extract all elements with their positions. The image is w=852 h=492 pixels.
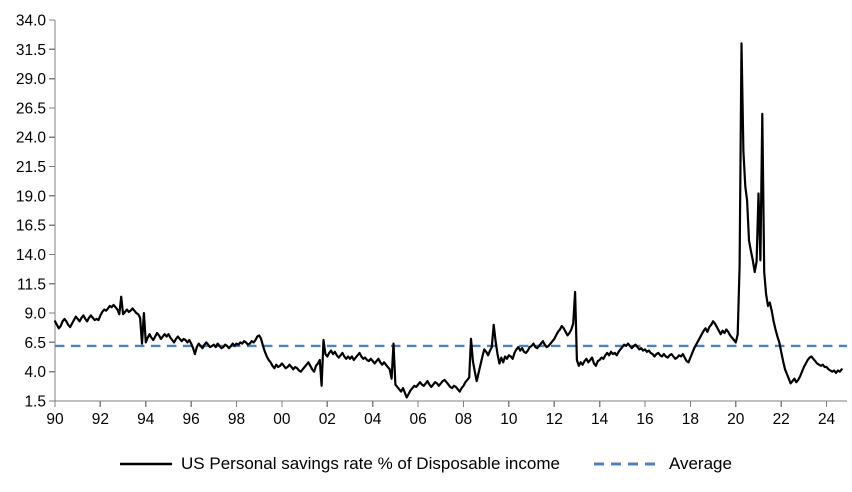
x-tick-label: 18 bbox=[682, 411, 699, 428]
average-line-sample bbox=[593, 462, 660, 466]
y-tick-label: 9.0 bbox=[24, 306, 46, 323]
y-tick-label: 11.5 bbox=[17, 276, 46, 293]
y-tick-label: 31.5 bbox=[16, 42, 46, 59]
legend-label-series: US Personal savings rate % of Disposable… bbox=[181, 454, 560, 473]
x-tick-label: 96 bbox=[183, 411, 200, 428]
y-tick-label: 29.0 bbox=[16, 71, 47, 88]
x-tick-label: 12 bbox=[546, 411, 563, 428]
x-tick-label: 06 bbox=[409, 411, 426, 428]
y-tick-label: 6.5 bbox=[24, 335, 46, 352]
legend-item-series: US Personal savings rate % of Disposable… bbox=[120, 454, 560, 474]
x-tick-label: 92 bbox=[92, 411, 109, 428]
y-tick-label: 1.5 bbox=[24, 394, 46, 411]
legend-item-average: Average bbox=[593, 454, 732, 474]
x-tick-label: 22 bbox=[773, 411, 790, 428]
y-tick-label: 24.0 bbox=[16, 130, 47, 147]
y-tick-label: 19.0 bbox=[16, 188, 47, 205]
y-tick-label: 21.5 bbox=[16, 159, 46, 176]
legend-label-average: Average bbox=[668, 454, 732, 473]
x-tick-label: 90 bbox=[46, 411, 64, 428]
x-tick-label: 10 bbox=[500, 411, 518, 428]
x-tick-label: 98 bbox=[228, 411, 245, 428]
x-tick-label: 14 bbox=[591, 411, 609, 428]
y-tick-label: 4.0 bbox=[24, 364, 46, 381]
x-tick-label: 08 bbox=[455, 411, 472, 428]
axis-lines bbox=[54, 20, 847, 402]
savings-rate-line bbox=[53, 42, 843, 399]
y-tick-label: 14.0 bbox=[16, 247, 47, 264]
y-tick-label: 26.5 bbox=[16, 100, 46, 117]
x-tick-label: 00 bbox=[273, 411, 291, 428]
x-tick-label: 94 bbox=[137, 411, 155, 428]
y-tick-label: 16.5 bbox=[16, 218, 46, 235]
x-tick-label: 24 bbox=[818, 411, 836, 428]
savings-rate-chart: 1.5 4.0 6.5 9.0 11.5 14.0 16.5 19.0 21.5 24.0 26.5… bbox=[16, 13, 847, 428]
chart-legend: US Personal savings rate % of Disposable… bbox=[0, 447, 852, 481]
x-tick-label: 20 bbox=[727, 411, 745, 428]
x-tick-label: 16 bbox=[636, 411, 653, 428]
x-tick-label: 04 bbox=[364, 411, 382, 428]
x-tick-label: 02 bbox=[319, 411, 336, 428]
y-tick-label: 34.0 bbox=[16, 13, 47, 30]
series-line-sample bbox=[120, 462, 173, 466]
